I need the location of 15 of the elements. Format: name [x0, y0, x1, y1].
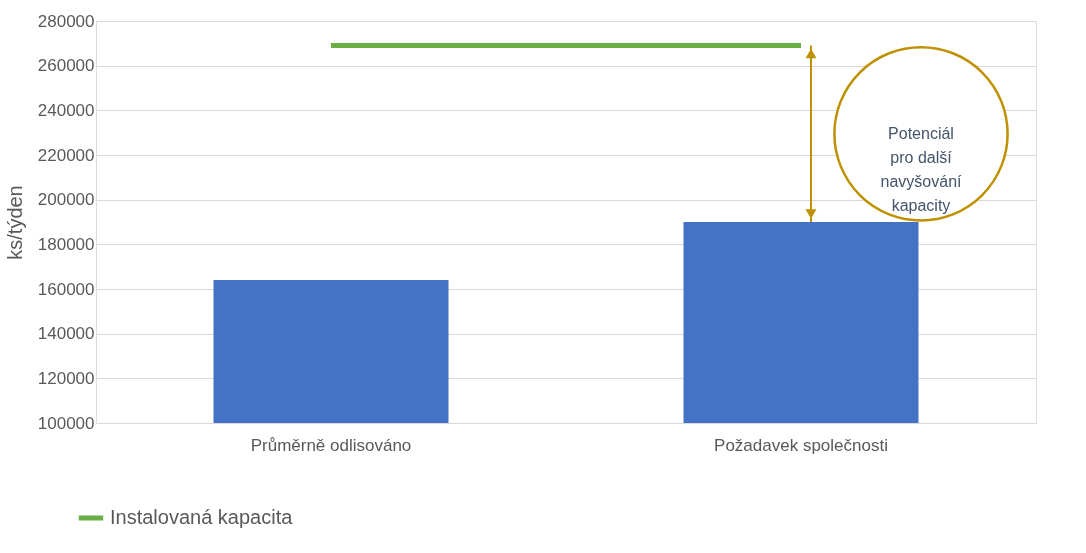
y-tick-label: 140000 [37, 324, 95, 344]
y-tick-label: 120000 [37, 368, 95, 388]
y-tick-label: 260000 [37, 56, 95, 76]
y-tick-label: 200000 [37, 190, 95, 210]
y-tick-label: 240000 [37, 100, 95, 120]
y-tick-label: 100000 [37, 413, 95, 433]
annotation: Potenciál pro další navyšování kapacity [880, 124, 963, 214]
y-tick-label: 280000 [37, 11, 95, 31]
legend-label: Instalovaná kapacita [110, 506, 294, 528]
y-tick-label: 160000 [37, 279, 95, 299]
y-axis-title: ks/týden [3, 185, 26, 260]
y-tick-label: 180000 [37, 234, 95, 254]
y-tick-label: 220000 [37, 145, 95, 165]
x-tick-label: Požadavek společnosti [714, 435, 888, 455]
x-tick-label: Průměrně odlisováno [250, 435, 412, 455]
